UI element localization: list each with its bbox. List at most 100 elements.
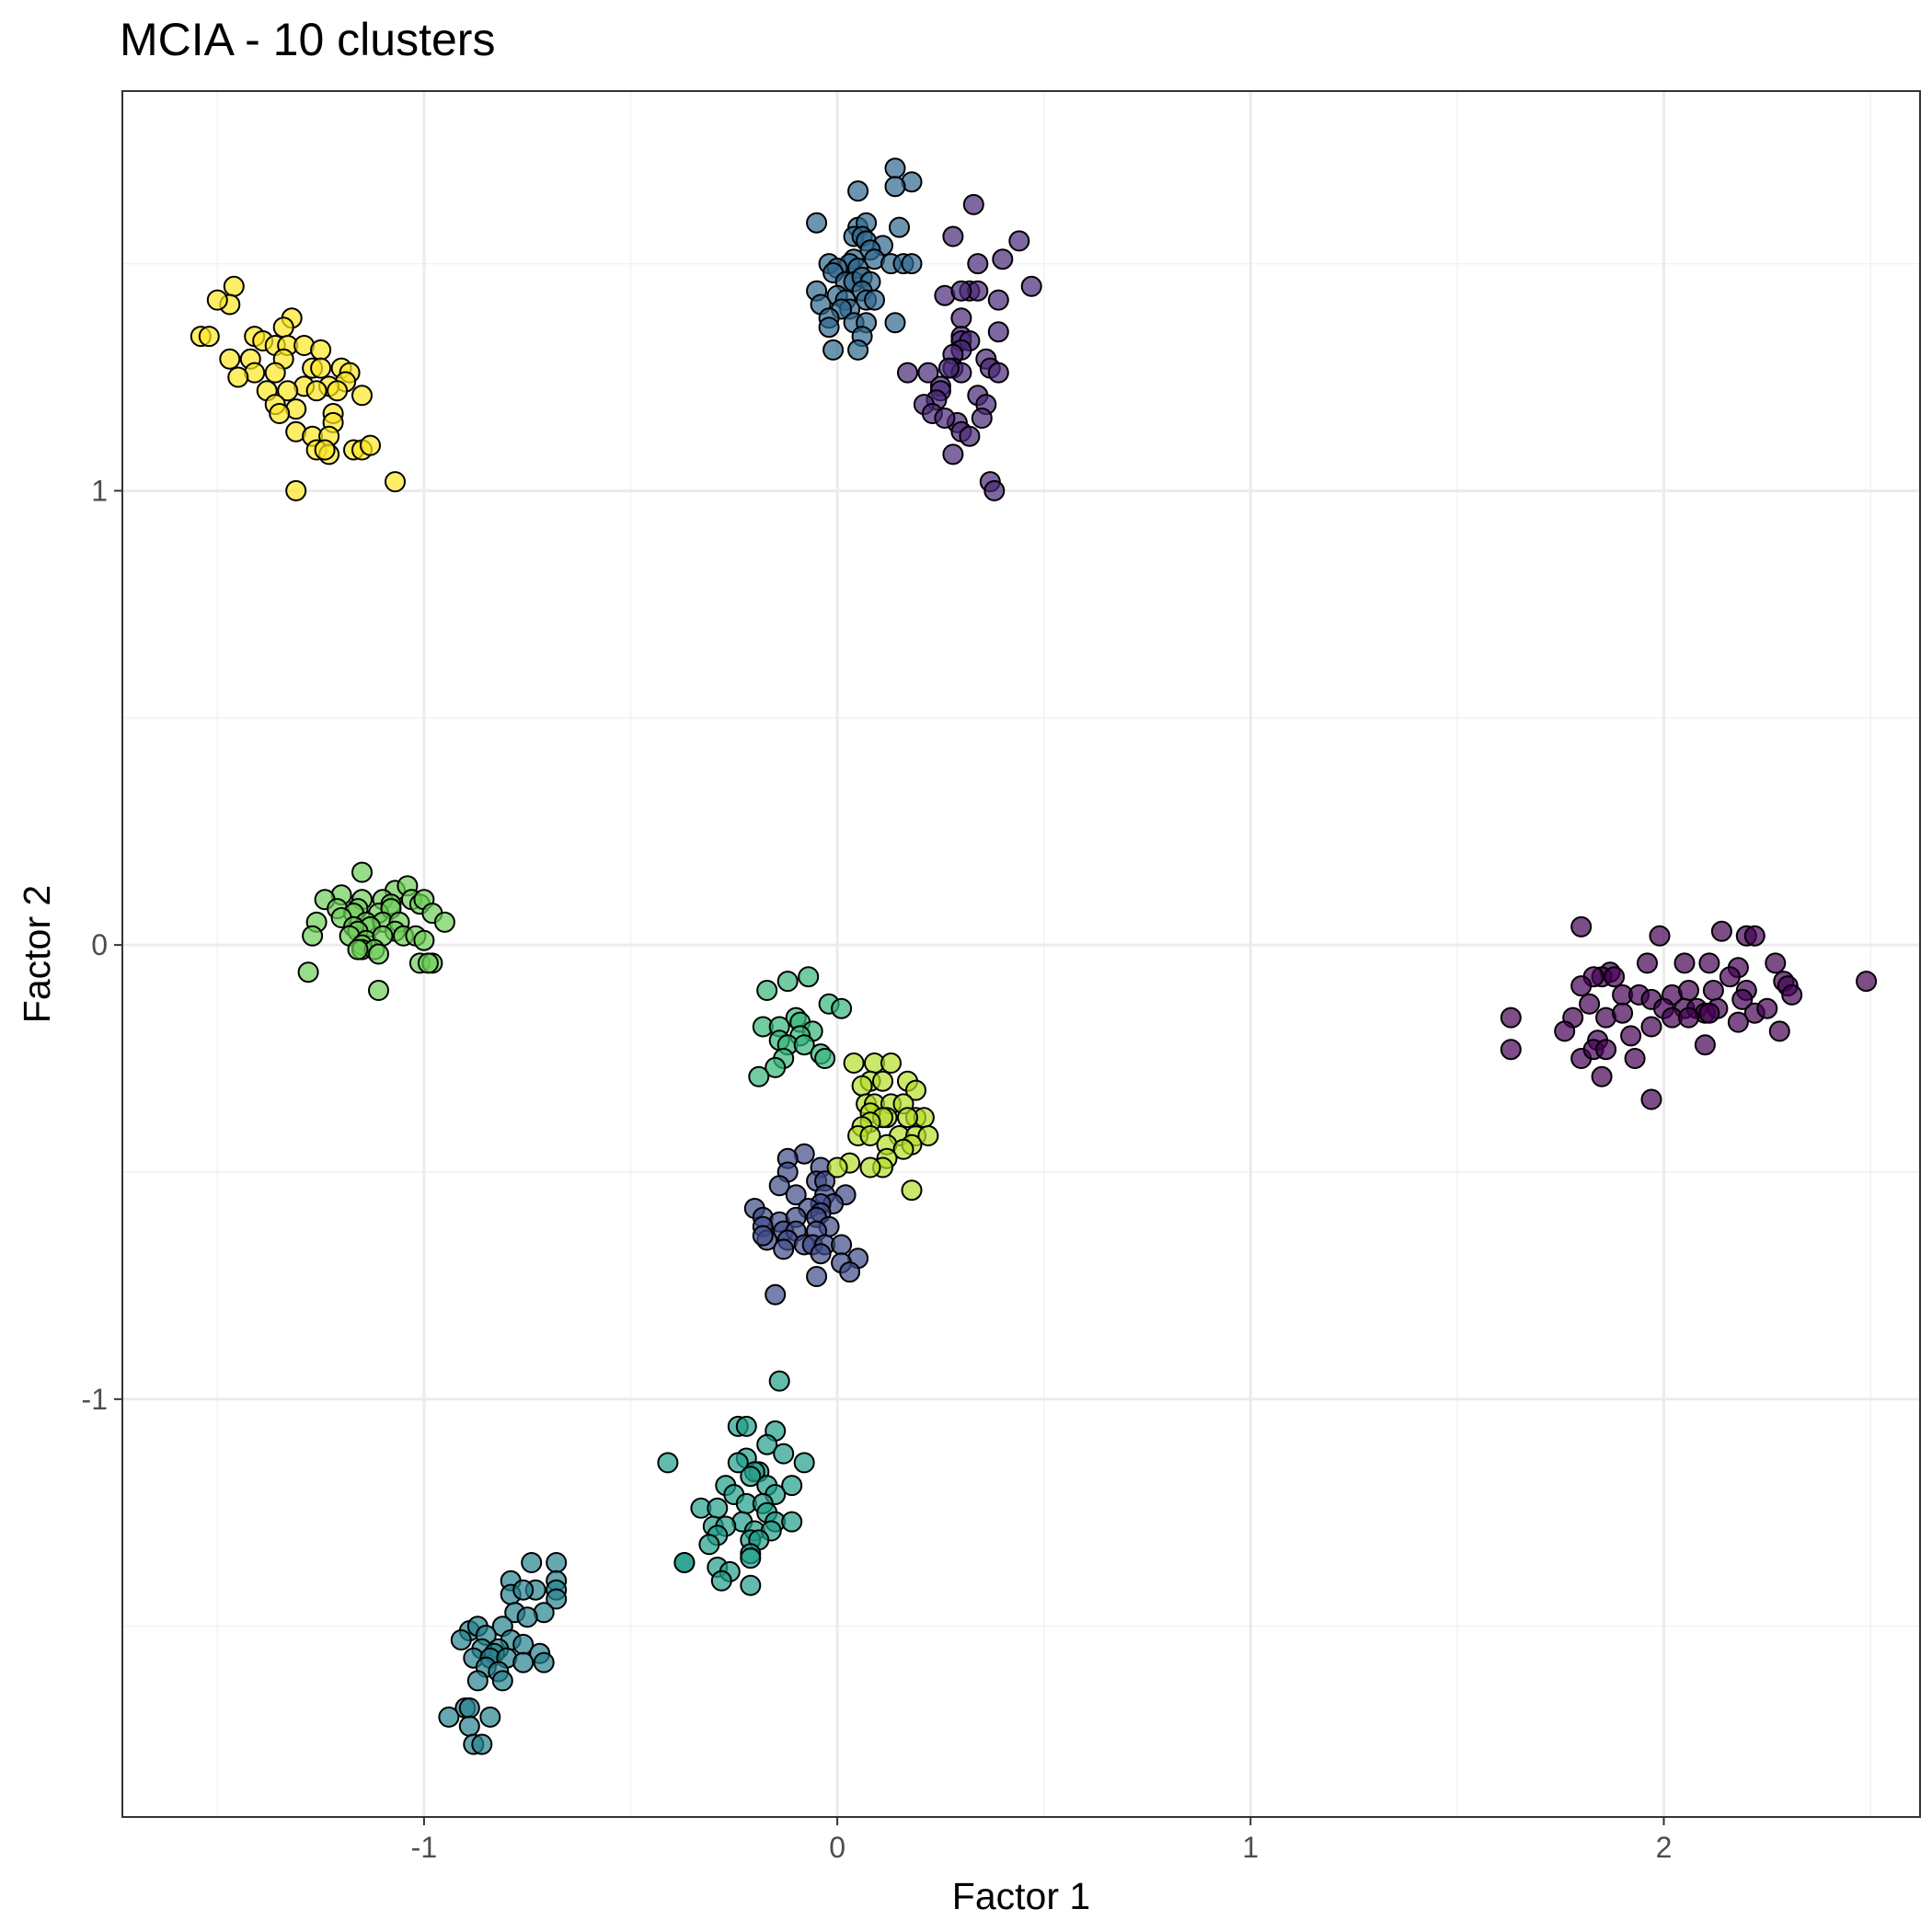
scatter-point-cluster-3 xyxy=(768,1175,790,1197)
scatter-point-cluster-6 xyxy=(727,1452,749,1474)
scatter-point-cluster-4 xyxy=(806,212,828,234)
scatter-point-cluster-9 xyxy=(897,1107,918,1129)
scatter-point-cluster-1 xyxy=(1591,1065,1613,1087)
scatter-point-cluster-8 xyxy=(368,943,389,965)
scatter-point-cluster-1 xyxy=(1637,952,1658,974)
scatter-point-cluster-2 xyxy=(937,357,960,379)
x-tick-label: -1 xyxy=(411,1831,437,1864)
scatter-point-cluster-5 xyxy=(458,1697,480,1719)
scatter-point-cluster-9 xyxy=(826,1156,848,1179)
scatter-point-cluster-1 xyxy=(1719,966,1741,988)
scatter-point-cluster-8 xyxy=(347,938,369,960)
scatter-point-cluster-2 xyxy=(950,307,972,329)
scatter-point-cluster-10 xyxy=(310,339,332,361)
scatter-point-cluster-6 xyxy=(781,1511,803,1533)
x-axis-title: Factor 1 xyxy=(952,1875,1090,1917)
scatter-point-cluster-10 xyxy=(219,348,241,370)
scatter-point-cluster-1 xyxy=(1640,1016,1662,1038)
chart-title: MCIA - 10 clusters xyxy=(120,14,495,65)
scatter-point-cluster-5 xyxy=(512,1651,535,1673)
scatter-point-cluster-10 xyxy=(314,439,336,461)
scatter-point-cluster-1 xyxy=(1624,1048,1646,1069)
y-tick-label: -1 xyxy=(82,1383,108,1416)
scatter-point-cluster-1 xyxy=(1678,1006,1699,1029)
x-tick-label: 2 xyxy=(1656,1831,1673,1864)
scatter-point-cluster-6 xyxy=(673,1552,696,1573)
scatter-point-cluster-1 xyxy=(1640,1088,1662,1110)
scatter-point-cluster-4 xyxy=(818,316,840,339)
scatter-point-cluster-10 xyxy=(206,289,228,311)
scatter-point-cluster-9 xyxy=(859,1156,881,1179)
scatter-point-cluster-10 xyxy=(310,357,332,379)
scatter-point-cluster-1 xyxy=(1694,1034,1716,1056)
scatter-point-cluster-1 xyxy=(1856,971,1878,993)
scatter-point-cluster-4 xyxy=(822,339,845,361)
scatter-point-cluster-1 xyxy=(1702,980,1724,1001)
scatter-point-cluster-7 xyxy=(798,966,820,988)
scatter-point-cluster-8 xyxy=(417,952,439,974)
data-points xyxy=(190,157,1878,1755)
scatter-point-cluster-2 xyxy=(950,280,972,302)
scatter-point-cluster-3 xyxy=(806,1266,828,1287)
scatter-point-cluster-10 xyxy=(360,434,381,456)
scatter-point-cluster-6 xyxy=(773,1443,795,1465)
scatter-point-cluster-7 xyxy=(831,997,853,1019)
scatter-point-cluster-7 xyxy=(814,1048,836,1069)
scatter-point-cluster-7 xyxy=(756,980,778,1001)
scatter-point-cluster-9 xyxy=(872,1070,893,1092)
scatter-point-cluster-3 xyxy=(773,1238,795,1260)
scatter-point-cluster-10 xyxy=(264,362,286,384)
scatter-point-cluster-10 xyxy=(305,380,328,402)
scatter-point-cluster-9 xyxy=(843,1052,865,1074)
scatter-point-cluster-3 xyxy=(810,1243,832,1265)
scatter-point-cluster-10 xyxy=(327,380,349,402)
scatter-point-cluster-5 xyxy=(491,1670,513,1692)
scatter-point-cluster-2 xyxy=(942,443,964,466)
y-tick-label: 0 xyxy=(91,928,108,961)
scatter-point-cluster-8 xyxy=(433,911,455,933)
scatter-point-cluster-2 xyxy=(962,193,984,215)
scatter-point-cluster-2 xyxy=(934,408,956,429)
scatter-point-cluster-6 xyxy=(781,1475,803,1497)
scatter-point-cluster-6 xyxy=(756,1433,778,1455)
scatter-point-cluster-6 xyxy=(768,1370,790,1392)
x-tick-label: 0 xyxy=(829,1831,845,1864)
scatter-point-cluster-6 xyxy=(740,1547,762,1570)
scatter-point-cluster-1 xyxy=(1710,920,1732,942)
scatter-point-cluster-8 xyxy=(368,980,389,1001)
scatter-point-cluster-1 xyxy=(1649,925,1671,947)
scatter-point-cluster-9 xyxy=(917,1125,939,1146)
scatter-point-cluster-6 xyxy=(740,1466,762,1488)
scatter-point-cluster-5 xyxy=(479,1706,501,1728)
scatter-point-cluster-9 xyxy=(851,1075,873,1097)
scatter-point-cluster-2 xyxy=(1008,230,1030,252)
scatter-point-cluster-3 xyxy=(831,1234,853,1256)
scatter-point-cluster-7 xyxy=(776,971,799,993)
scatter-point-cluster-10 xyxy=(227,366,249,388)
scatter-point-cluster-5 xyxy=(450,1629,472,1650)
scatter-point-cluster-9 xyxy=(880,1052,902,1074)
scatter-point-cluster-6 xyxy=(710,1570,732,1592)
scatter-point-cluster-1 xyxy=(1604,966,1626,988)
scatter-point-cluster-9 xyxy=(892,1138,914,1160)
scatter-point-cluster-6 xyxy=(735,1415,757,1437)
y-axis-title: Factor 2 xyxy=(16,885,58,1023)
scatter-point-cluster-4 xyxy=(884,312,906,334)
scatter-point-cluster-1 xyxy=(1595,1039,1617,1061)
scatter-point-cluster-2 xyxy=(897,362,918,384)
scatter-point-cluster-4 xyxy=(889,216,910,238)
scatter-point-cluster-1 xyxy=(1727,1011,1749,1033)
scatter-point-cluster-10 xyxy=(223,275,245,297)
panel-border xyxy=(121,90,1921,1818)
scatter-point-cluster-2 xyxy=(992,248,1014,270)
scatter-point-cluster-1 xyxy=(1579,993,1601,1015)
scatter-point-cluster-4 xyxy=(884,176,906,198)
scatter-point-cluster-2 xyxy=(971,408,993,429)
scatter-point-cluster-5 xyxy=(512,1579,535,1601)
scatter-point-cluster-5 xyxy=(533,1651,555,1673)
scatter-point-cluster-10 xyxy=(277,380,299,402)
scatter-point-cluster-10 xyxy=(198,326,220,348)
scatter-point-cluster-5 xyxy=(516,1606,538,1628)
scatter-point-cluster-5 xyxy=(438,1706,460,1728)
scatter-point-cluster-2 xyxy=(967,253,989,275)
